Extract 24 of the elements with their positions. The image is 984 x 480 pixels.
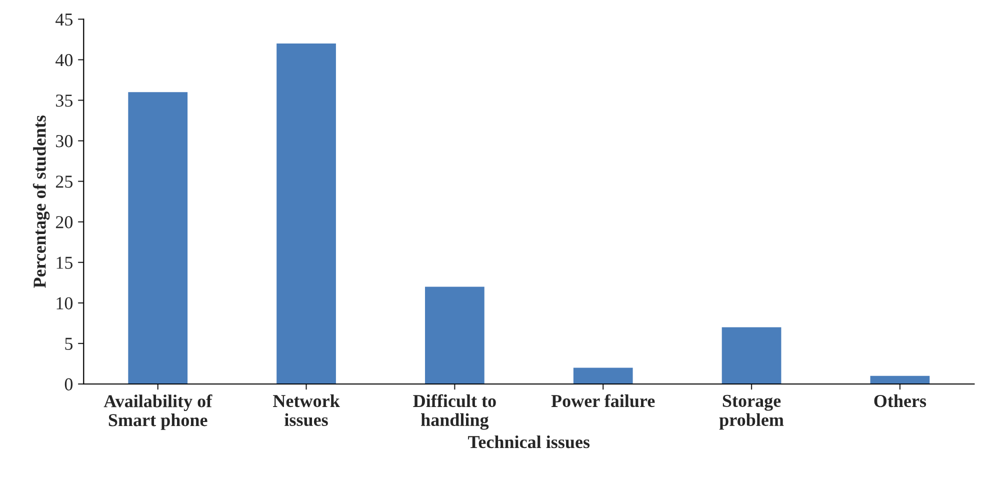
y-tick-label: 0 [64, 378, 73, 390]
bar [128, 92, 188, 384]
bar [722, 327, 782, 384]
x-tick-label: Network issues [273, 394, 340, 426]
x-tick-label: Availability of Smart phone [104, 394, 212, 430]
x-tick-label: Difficult to handling [413, 394, 496, 430]
y-tick-label: 35 [56, 94, 73, 107]
y-tick-label: 25 [56, 176, 73, 188]
bar [276, 44, 336, 384]
bar [573, 368, 633, 384]
bar [870, 376, 930, 384]
y-tick-label: 5 [65, 338, 73, 350]
y-axis-title: Percentage of students [32, 115, 50, 288]
x-axis-title: Technical issues [468, 435, 590, 448]
y-tick-label: 45 [56, 14, 73, 26]
x-tick-label: Others [874, 394, 926, 408]
y-tick-label: 40 [56, 54, 73, 66]
y-tick-label: 20 [56, 216, 73, 228]
x-tick-label: Storage problem [719, 394, 784, 430]
x-tick-label: Power failure [551, 394, 655, 408]
y-tick-label: 30 [56, 135, 73, 148]
y-tick-label: 15 [56, 256, 73, 269]
bar [425, 286, 484, 384]
y-tick-label: 10 [56, 297, 73, 310]
